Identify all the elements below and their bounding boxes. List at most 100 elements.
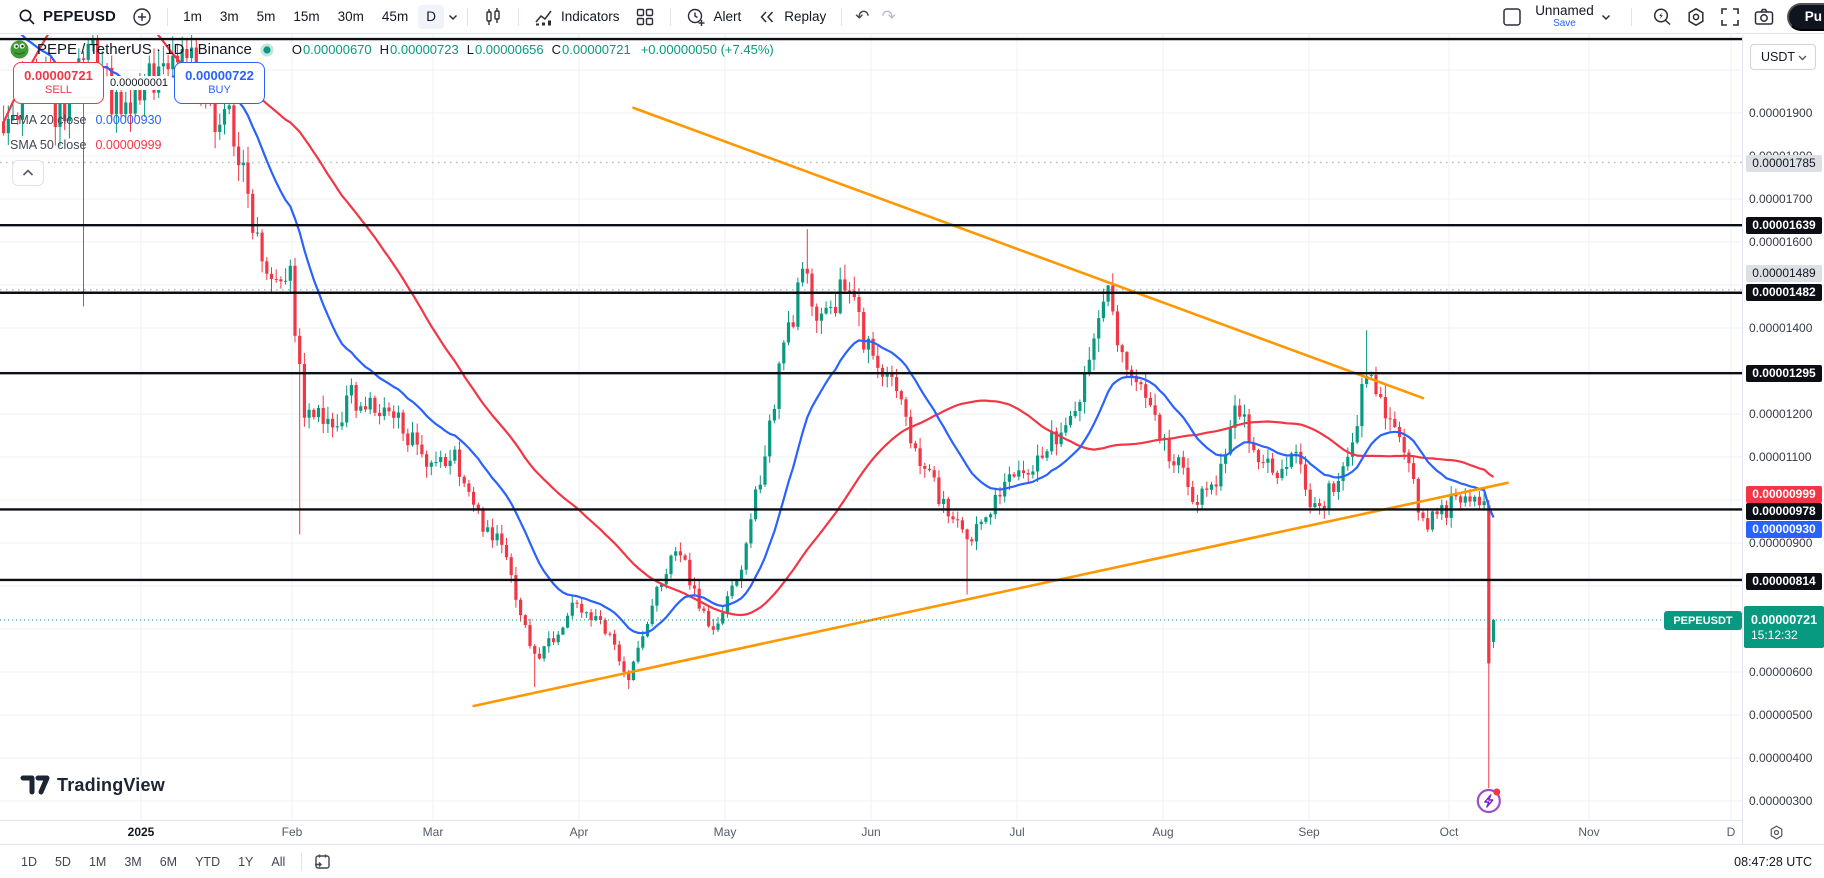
camera-snapshot-icon[interactable] (1753, 6, 1775, 28)
ohlc-C: C0.00000721 (552, 42, 631, 57)
price-tick: 0.00000600 (1749, 665, 1813, 679)
layout-grid-icon (635, 7, 655, 27)
axis-settings-gear-icon[interactable] (1768, 824, 1785, 841)
price-label-black: 0.00001295 (1746, 364, 1822, 382)
symbol-name: PEPEUSD (43, 8, 117, 25)
range-6M[interactable]: 6M (151, 850, 186, 874)
lightning-event-icon[interactable] (1476, 788, 1501, 814)
go-to-date-calendar-icon[interactable] (313, 852, 332, 871)
timezone-clock[interactable]: 08:47:28 UTC (1734, 854, 1812, 869)
range-All[interactable]: All (262, 850, 294, 874)
toolbar-divider (517, 7, 519, 26)
alert-button[interactable]: Alert (678, 3, 749, 31)
range-1M[interactable]: 1M (80, 850, 115, 874)
time-label-Oct: Oct (1439, 825, 1459, 839)
chevron-down-icon[interactable] (1600, 11, 1612, 23)
buy-sell-widget: 0.00000721 SELL 0.00000001 0.00000722 BU… (13, 62, 265, 104)
range-3M[interactable]: 3M (115, 850, 150, 874)
quick-search-icon[interactable] (1651, 6, 1673, 28)
layout-square-icon[interactable] (1501, 6, 1523, 28)
time-label-Sep: Sep (1298, 825, 1320, 839)
timeframe-menu-chevron-icon[interactable] (446, 10, 460, 24)
range-1D[interactable]: 1D (12, 850, 46, 874)
ohlc-key: H (379, 42, 390, 57)
ohlc-change: +0.00000050 (+7.45%) (640, 42, 774, 57)
market-status-dot[interactable] (260, 43, 274, 57)
top-toolbar: PEPEUSD 1m 3m 5m 15m 30m 45m D (0, 0, 1824, 34)
buy-button[interactable]: 0.00000722 BUY (174, 62, 265, 104)
alert-label: Alert (713, 9, 742, 24)
replay-icon (757, 7, 777, 27)
range-1Y[interactable]: 1Y (229, 850, 262, 874)
settings-gear-icon[interactable] (1685, 6, 1707, 28)
time-label-Mar: Mar (422, 825, 444, 839)
sma-value: 0.00000999 (95, 138, 162, 152)
sell-price: 0.00000721 (24, 68, 93, 83)
indicators-button[interactable]: Indicators (526, 3, 628, 31)
time-label-Nov: Nov (1578, 825, 1600, 839)
alert-clock-icon (686, 7, 706, 27)
price-label-black: 0.00001482 (1746, 283, 1822, 301)
sell-button[interactable]: 0.00000721 SELL (13, 62, 104, 104)
ohlc-key: O (291, 42, 302, 57)
price-tick: 0.00001900 (1749, 106, 1813, 120)
timeframe-D[interactable]: D (418, 4, 444, 29)
symbol-search-button[interactable]: PEPEUSD (10, 3, 124, 31)
currency-toggle-button[interactable]: USDT (1750, 44, 1816, 70)
ohlc-value: 0.00000723 (390, 42, 459, 57)
price-axis-border (1742, 35, 1743, 844)
compare-add-button[interactable] (124, 3, 160, 31)
candlestick-style-icon (483, 7, 503, 27)
range-5D[interactable]: 5D (46, 850, 80, 874)
undo-icon[interactable]: ↶ (855, 6, 870, 26)
collapse-legend-button[interactable] (12, 160, 44, 186)
redo-icon[interactable]: ↷ (881, 6, 896, 26)
time-axis[interactable]: 2025 Feb Mar Apr May Jun Jul Aug Sep Oct Nov D (0, 820, 1742, 845)
indicator-row-sma50[interactable]: SMA 50 close 0.00000999 (10, 138, 161, 152)
chart-style-button[interactable] (475, 3, 511, 31)
add-symbol-icon (132, 7, 152, 27)
timeframe-45m[interactable]: 45m (374, 5, 416, 29)
time-label-Apr: Apr (569, 825, 589, 839)
price-label-red: 0.00000999 (1746, 485, 1822, 503)
price-line-tag[interactable]: PEPEUSDT (1664, 611, 1742, 630)
ema-value: 0.00000930 (95, 113, 162, 127)
timeframe-5m[interactable]: 5m (249, 5, 284, 29)
chevron-up-icon (21, 168, 35, 178)
sma-label: SMA 50 close (10, 138, 87, 152)
replay-button[interactable]: Replay (749, 3, 834, 31)
price-tick: 0.00001700 (1749, 192, 1813, 206)
layout-save-control[interactable]: Unnamed Save (1535, 3, 1612, 30)
tradingview-logo-glyph (20, 774, 50, 796)
replay-label: Replay (784, 9, 827, 24)
ohlc-value: 0.00000670 (302, 42, 372, 57)
timeframe-30m[interactable]: 30m (330, 5, 372, 29)
ohlc-values: O0.00000670 H0.00000723 L0.00000656 C0.0000… (292, 42, 774, 57)
time-label-2025: 2025 (127, 825, 155, 839)
save-link[interactable]: Save (1553, 18, 1576, 30)
last-price-countdown: 0.00000721 15:12:32 (1744, 606, 1824, 648)
symbol-title[interactable]: PEPE / TetherUS · 1D · Binance (37, 41, 252, 58)
price-chart-canvas[interactable] (0, 35, 1742, 820)
indicator-templates-button[interactable] (627, 3, 663, 31)
timeframe-3m[interactable]: 3m (212, 5, 247, 29)
indicator-row-ema20[interactable]: EMA 20 close 0.00000930 (10, 113, 161, 127)
timeframe-1m[interactable]: 1m (175, 5, 210, 29)
trendline (632, 106, 1425, 400)
range-YTD[interactable]: YTD (186, 850, 229, 874)
chart-legend: PEPE / TetherUS · 1D · Binance O0.000006… (10, 40, 774, 59)
currency-label: USDT (1761, 50, 1796, 64)
time-label-Feb: Feb (281, 825, 303, 839)
price-tick: 0.00001200 (1749, 407, 1813, 421)
tradingview-watermark[interactable]: TradingView (20, 774, 165, 796)
publish-button[interactable]: Pu (1786, 2, 1824, 31)
fullscreen-icon[interactable] (1719, 6, 1741, 28)
price-label-black: 0.00000978 (1746, 502, 1822, 520)
timeframe-15m[interactable]: 15m (285, 5, 327, 29)
sell-label: SELL (45, 84, 72, 97)
price-label-grey: 0.00001785 (1746, 154, 1822, 172)
trendline (472, 481, 1509, 708)
buy-label: BUY (208, 84, 231, 97)
buy-price: 0.00000722 (185, 68, 254, 83)
pepe-logo (10, 40, 29, 59)
